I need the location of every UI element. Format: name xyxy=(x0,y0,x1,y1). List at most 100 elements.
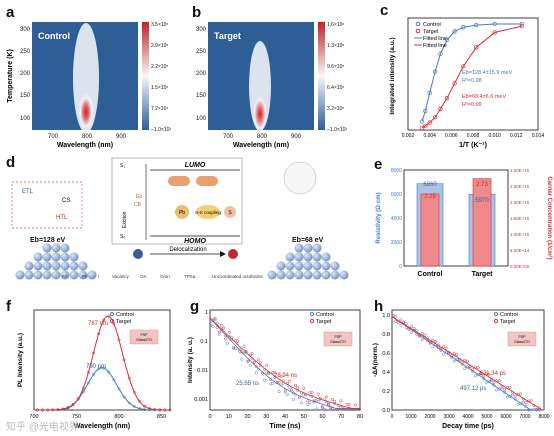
pl-point-control xyxy=(143,407,146,411)
legend-text: O/on xyxy=(160,274,170,279)
panel-label-g: g xyxy=(190,298,200,315)
trpl-point-target xyxy=(345,403,349,406)
pl-point-target xyxy=(107,314,111,318)
panel-e-chart: 0 2000 4000 6000 8000 0.00E+00 5.00E+14 … xyxy=(376,168,553,278)
trpl-point-control xyxy=(327,402,330,406)
panel-c-ylabel: Integrated intensity (a.u.) xyxy=(389,37,396,114)
xtick: 0.014 xyxy=(532,133,545,139)
pl-point-target xyxy=(163,408,167,412)
legend-text: OA xyxy=(140,274,147,279)
ann-target: Eb=68.4±6.6 meV R²=0.99 xyxy=(462,94,506,108)
trpl-point-target xyxy=(294,383,297,387)
panel-e-data-labels: 6860 5970 2.25 2.73 xyxy=(423,182,489,204)
trpl-point-control xyxy=(337,407,341,411)
pl-point-control xyxy=(107,370,111,374)
trpl-point-control xyxy=(306,402,310,406)
pl-point-target xyxy=(61,407,65,411)
panel-f-ylabel: PL Intensity (a.u.) xyxy=(17,333,24,387)
molecule-icon xyxy=(283,161,317,195)
pl-point-target xyxy=(81,386,85,390)
pl-point-target xyxy=(71,403,75,407)
pl-point-target xyxy=(92,351,95,355)
pl-point-target xyxy=(76,397,80,401)
panel-a-heatmap: Control 100 150 200 250 300 700 800 900 … xyxy=(7,22,171,149)
ta-point-control xyxy=(489,379,493,383)
panel-b-xticks: 700 800 900 xyxy=(223,134,302,140)
data-label: 2.73 xyxy=(476,182,488,188)
ytick: 0.001 xyxy=(194,397,208,403)
lattice-ball xyxy=(294,252,304,262)
xtick: 6000 xyxy=(500,414,511,420)
data-point-control xyxy=(474,22,479,28)
htl-label: HTL xyxy=(56,215,68,221)
ytick: 300 xyxy=(20,27,31,33)
ta-point-control xyxy=(463,367,467,370)
pl-point-control xyxy=(86,381,90,385)
legend-text: Pb xyxy=(82,274,88,279)
bar-carrier xyxy=(472,178,492,267)
panel-a-xticks: 700 800 900 xyxy=(48,134,127,140)
ytick: 3.00E+15 xyxy=(510,168,530,173)
trpl-point-target xyxy=(316,392,320,396)
trpl-point-target xyxy=(258,360,262,364)
lattice-ball xyxy=(69,261,79,271)
data-point-target xyxy=(492,30,497,35)
trpl-point-target xyxy=(232,345,236,349)
ytick: 2.50E+15 xyxy=(510,184,530,189)
peak-label-control: 780 nm xyxy=(86,364,106,370)
lattice-ball xyxy=(312,243,322,253)
legend-marker-target xyxy=(109,318,115,324)
ta-point-control xyxy=(410,330,414,334)
trpl-point-control xyxy=(291,398,295,401)
panel-e-ylabel-left: Resistivity (Ω·cm) xyxy=(376,192,382,243)
panel-c-legend: Control Target Fitted line Fitted line xyxy=(414,21,447,49)
data-point-target xyxy=(427,120,432,125)
pl-point-target xyxy=(97,332,101,336)
panel-b-heatmap: Target 100 150 200 250 300 700 800 900 W… xyxy=(196,22,347,149)
panel-e-xticks: Control Target xyxy=(418,271,494,278)
ytick: 0.8 xyxy=(382,332,390,338)
ta-point-target xyxy=(418,334,421,338)
ta-point-control xyxy=(516,402,520,406)
ta-point-target xyxy=(497,379,501,383)
xtick: 40 xyxy=(282,414,288,420)
trpl-point-target xyxy=(324,395,328,399)
legend-text: Control xyxy=(316,312,334,318)
lattice-ball xyxy=(33,252,43,262)
ta-point-control xyxy=(500,386,504,390)
trpl-point-control xyxy=(314,407,318,411)
pl-point-target xyxy=(148,407,152,410)
ta-point-target xyxy=(508,385,512,389)
ytick: 200 xyxy=(196,71,207,77)
ytick: 1.50E+15 xyxy=(510,216,530,221)
ytick: 0.1 xyxy=(200,339,208,345)
data-point-control xyxy=(432,69,438,74)
trpl-point-control xyxy=(302,393,306,397)
colorbar xyxy=(318,22,325,130)
legend-text: I xyxy=(98,274,99,279)
heatmap-hotspot xyxy=(78,92,94,132)
panel-a-ylabel: Temperature (K) xyxy=(7,49,14,103)
trpl-point-target xyxy=(306,399,310,403)
legend-text: Target xyxy=(316,319,332,325)
xtick: 0 xyxy=(391,414,394,420)
legend-text: Fitted line xyxy=(423,43,447,49)
lattice-ball xyxy=(312,252,322,262)
panel-label-c: c xyxy=(380,2,389,19)
ytick: 1.00E+15 xyxy=(510,232,530,237)
ta-point-target xyxy=(444,346,448,350)
pl-point-target xyxy=(132,390,136,394)
xtick: Control xyxy=(418,271,443,278)
ta-point-control xyxy=(532,407,536,411)
ta-point-target xyxy=(434,340,437,344)
panel-f-xlabel: Wavelength (nm) xyxy=(74,423,130,430)
data-point-target xyxy=(438,106,443,111)
xtick: 900 xyxy=(116,134,127,140)
panel-c-marks xyxy=(419,21,524,131)
ytick: 100 xyxy=(196,116,207,122)
ta-point-target xyxy=(431,338,435,342)
s-atom xyxy=(224,206,236,218)
ta-point-control xyxy=(505,395,509,399)
legend-text: Target xyxy=(423,29,439,35)
cbar-label: 2.2×10⁵ xyxy=(151,64,169,70)
